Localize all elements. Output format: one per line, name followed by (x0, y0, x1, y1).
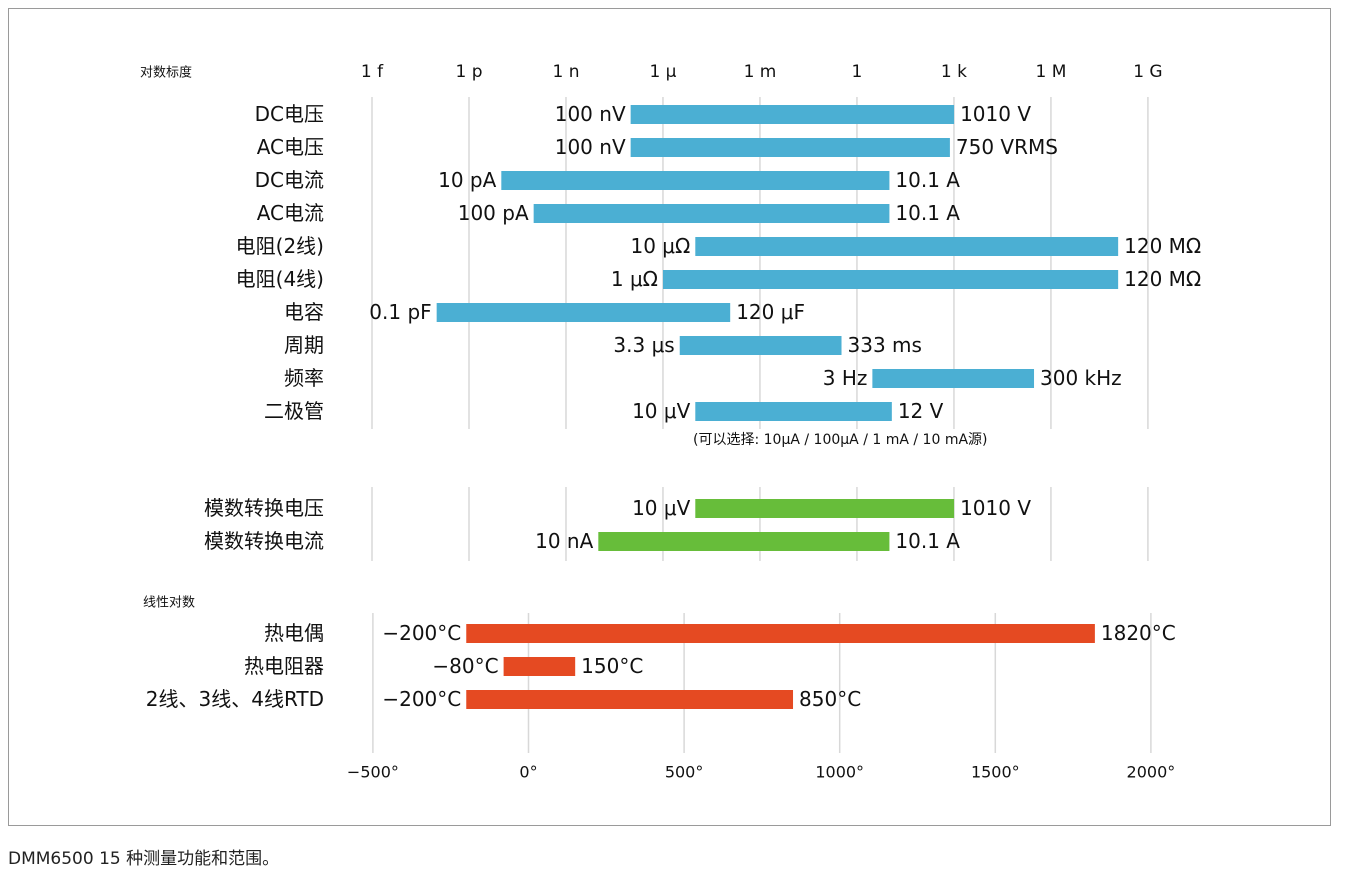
max-label: 120 MΩ (1124, 267, 1201, 291)
linear-tick-label: −500° (347, 763, 399, 782)
max-label: 150°C (581, 654, 643, 678)
log-tick-label: 1 f (361, 62, 384, 82)
min-label: 10 pA (438, 168, 497, 192)
range-bar (695, 237, 1119, 256)
max-label: 300 kHz (1040, 366, 1122, 390)
range-bar (503, 657, 576, 676)
max-label: 10.1 A (895, 201, 960, 225)
min-label: 10 μV (632, 496, 691, 520)
log-tick-label: 1 p (455, 62, 482, 82)
figure-caption: DMM6500 15 种测量功能和范围。 (8, 849, 280, 869)
log-tick-label: 1 k (941, 62, 967, 82)
log-tick-label: 1 m (744, 62, 777, 82)
min-label: 1 μΩ (611, 267, 658, 291)
max-label: 10.1 A (895, 529, 960, 553)
max-label: 120 μF (736, 300, 805, 324)
chart-frame: 1 f 1 p 1 n 1 μ 1 m 1 1 k 1 M 1 G 对数标度线性对数 −500° 0°… (8, 8, 1331, 826)
row-label: 热电阻器 (244, 654, 324, 678)
log-tick-label: 1 M (1035, 62, 1066, 82)
range-bar (630, 138, 950, 157)
min-label: 0.1 pF (369, 300, 431, 324)
row-label: 2线、3线、4线RTD (146, 687, 324, 711)
range-bar (501, 171, 890, 190)
linear-tick-label: 1000° (815, 763, 864, 782)
row-label: 周期 (284, 333, 324, 357)
log-tick-label: 1 (852, 62, 863, 82)
row-label: DC电压 (255, 102, 324, 126)
range-bar (662, 270, 1119, 289)
row-label: DC电流 (255, 168, 324, 192)
min-label: 10 μV (632, 399, 691, 423)
max-label: 10.1 A (895, 168, 960, 192)
range-bar (466, 624, 1095, 643)
min-label: −200°C (382, 621, 461, 645)
range-bar (695, 499, 955, 518)
range-bar (436, 303, 731, 322)
row-label: 二极管 (264, 399, 324, 423)
diode-annotation: (可以选择: 10μA / 100μA / 1 mA / 10 mA源) (693, 432, 988, 448)
max-label: 1820°C (1101, 621, 1176, 645)
row-label: AC电流 (257, 201, 324, 225)
linear-scale-label: 线性对数 (143, 596, 195, 611)
range-bar (466, 690, 794, 709)
log-tick-label: 1 n (552, 62, 579, 82)
range-bar (872, 369, 1035, 388)
range-bar (695, 402, 892, 421)
min-label: 3.3 μs (613, 333, 674, 357)
row-label: 热电偶 (264, 621, 324, 645)
min-label: 100 nV (555, 135, 626, 159)
max-label: 120 MΩ (1124, 234, 1201, 258)
min-label: 10 nA (535, 529, 593, 553)
row-label: 模数转换电压 (204, 496, 324, 520)
max-label: 333 ms (848, 333, 922, 357)
range-bar (630, 105, 955, 124)
min-label: 100 nV (555, 102, 626, 126)
row-label: AC电压 (257, 135, 324, 159)
max-label: 12 V (898, 399, 944, 423)
row-label: 模数转换电流 (204, 529, 324, 553)
min-label: −200°C (382, 687, 461, 711)
range-bar (533, 204, 890, 223)
linear-tick-label: 2000° (1127, 763, 1176, 782)
max-label: 850°C (799, 687, 861, 711)
linear-tick-label: 1500° (971, 763, 1020, 782)
range-bar (679, 336, 842, 355)
max-label: 1010 V (960, 496, 1031, 520)
row-label: 电阻(2线) (236, 234, 324, 258)
min-label: 3 Hz (823, 366, 868, 390)
row-label: 电阻(4线) (236, 267, 324, 291)
max-label: 750 VRMS (956, 135, 1058, 159)
linear-tick-label: 500° (665, 763, 704, 782)
min-label: 100 pA (458, 201, 529, 225)
log-scale-label: 对数标度 (140, 65, 192, 81)
log-tick-label: 1 μ (649, 62, 676, 82)
row-label: 频率 (284, 366, 324, 390)
min-label: 10 μΩ (630, 234, 690, 258)
min-label: −80°C (432, 654, 498, 678)
range-bar (598, 532, 890, 551)
log-tick-label: 1 G (1133, 62, 1162, 82)
max-label: 1010 V (960, 102, 1031, 126)
row-label: 电容 (284, 300, 324, 324)
linear-tick-label: 0° (519, 763, 537, 782)
